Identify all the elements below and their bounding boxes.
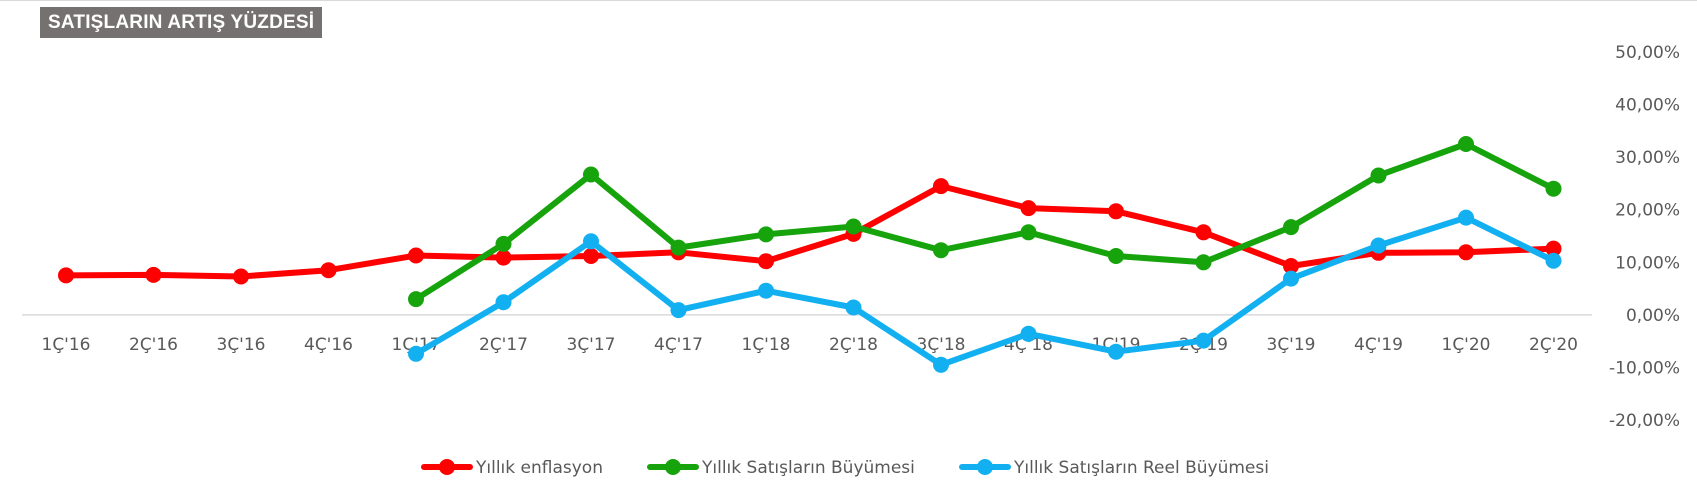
data-point (58, 267, 74, 284)
data-point (1108, 203, 1124, 220)
legend-label: Yıllık Satışların Reel Büyümesi (1013, 458, 1269, 478)
data-point (495, 235, 512, 252)
series-line (413, 214, 1557, 368)
data-point (933, 242, 949, 259)
y-tick-label: 30,00% (1615, 148, 1680, 168)
data-point (408, 345, 424, 362)
series-line (63, 183, 1557, 280)
data-point (1108, 343, 1124, 360)
data-point (1108, 248, 1124, 264)
x-tick-label: 3Ç'16 (217, 335, 266, 355)
y-tick-label: -20,00% (1609, 411, 1680, 431)
data-point (1020, 200, 1037, 217)
data-point (1370, 237, 1387, 254)
data-point (1020, 325, 1037, 342)
data-point (583, 233, 599, 250)
data-point (1020, 224, 1037, 241)
data-point (1458, 136, 1474, 152)
y-tick-label: -10,00% (1609, 358, 1680, 378)
x-tick-label: 2Ç'18 (829, 335, 878, 355)
data-point (1283, 219, 1299, 236)
x-tick-label: 2Ç'16 (129, 335, 178, 355)
x-tick-label: 2Ç'17 (479, 335, 528, 355)
chart-title: SATIŞLARIN ARTIŞ YÜZDESİ (40, 7, 323, 38)
x-tick-label: 4Ç'17 (654, 335, 703, 355)
series-1 (58, 178, 1562, 285)
y-tick-label: 20,00% (1615, 201, 1680, 221)
y-tick-label: 10,00% (1615, 253, 1680, 273)
data-point (1283, 270, 1299, 287)
data-point (495, 294, 512, 311)
legend-marker (439, 459, 455, 475)
legend: Yıllık enflasyon Yıllık Satışların Büyüme… (421, 458, 1269, 478)
legend-marker (665, 459, 681, 475)
data-point (495, 249, 512, 266)
x-tick-label: 4Ç'19 (1354, 335, 1403, 355)
data-point (845, 218, 862, 235)
series-2 (408, 136, 1562, 308)
data-point (1545, 180, 1562, 197)
data-point (670, 239, 687, 256)
data-point (1545, 252, 1562, 269)
legend-item: Yıllık Satışların Büyümesi (647, 458, 915, 478)
data-point (583, 166, 599, 183)
legend-item: Yıllık Satışların Reel Büyümesi (959, 458, 1269, 478)
x-tick-label: 3Ç'17 (567, 335, 616, 355)
legend-label: Yıllık enflasyon (475, 458, 603, 478)
data-point (758, 282, 774, 299)
data-point (320, 262, 337, 279)
x-tick-label: 3Ç'19 (1267, 335, 1316, 355)
legend-item: Yıllık enflasyon (421, 458, 603, 478)
y-tick-label: 0,00% (1626, 306, 1680, 326)
data-point (1195, 254, 1212, 271)
data-point (933, 356, 949, 373)
top-border (0, 0, 1697, 1)
legend-label: Yıllık Satışların Büyümesi (701, 458, 915, 478)
x-tick-label: 3Ç'18 (917, 335, 966, 355)
y-tick-label: 40,00% (1615, 96, 1680, 116)
data-point (1458, 244, 1474, 261)
series-line (413, 141, 1557, 303)
data-point (408, 291, 424, 308)
data-point (233, 268, 249, 285)
x-tick-label: 1Ç'16 (42, 335, 91, 355)
data-point (1283, 258, 1299, 274)
data-point (758, 253, 774, 270)
data-point (1545, 240, 1562, 257)
data-point (933, 178, 949, 195)
x-tick-label: 4Ç'16 (304, 335, 353, 355)
data-point (758, 226, 774, 243)
data-point (583, 248, 599, 264)
y-tick-label: 50,00% (1615, 43, 1680, 63)
axes-layer: 50,00% 40,00% 30,00% 20,00% 10,00% 0,00% -10,0… (22, 43, 1680, 431)
series-layer (58, 136, 1562, 373)
data-point (1370, 167, 1387, 184)
x-tick-label: 1Ç'20 (1442, 335, 1491, 355)
data-point (670, 302, 687, 319)
x-tick-label: 2Ç'20 (1529, 335, 1578, 355)
data-point (1195, 332, 1212, 349)
data-point (408, 247, 424, 264)
data-point (145, 266, 162, 283)
data-point (1458, 209, 1474, 226)
x-tick-label: 1Ç'18 (742, 335, 791, 355)
data-point (845, 299, 862, 316)
series-3 (408, 209, 1562, 373)
data-point (1195, 224, 1212, 241)
legend-marker (977, 459, 993, 475)
